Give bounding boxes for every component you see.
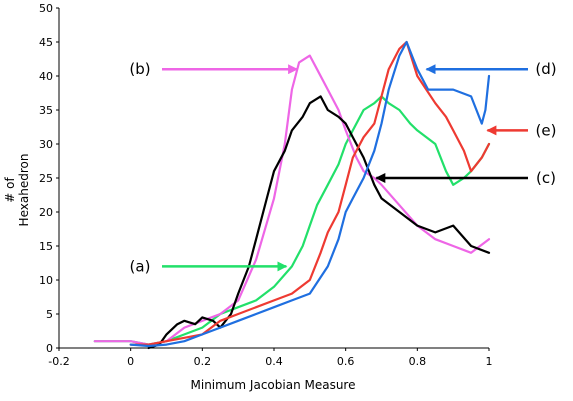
y-tick-label: 15 [39,240,53,253]
x-tick-label: 1 [486,355,493,368]
y-axis-title-line-2: Hexahedron [17,154,31,227]
y-tick-label: 35 [39,104,53,117]
y-tick-label: 50 [39,2,53,15]
annotation-label-a: (a) [130,257,151,275]
y-tick-label: 0 [46,342,53,355]
x-tick-label: 0.6 [337,355,355,368]
y-tick-label: 40 [39,70,53,83]
y-tick-label: 20 [39,206,53,219]
series-line-e [129,40,491,346]
series-line-c [147,95,491,350]
x-tick-label: 0.4 [265,355,283,368]
series-line-a [93,95,491,346]
y-tick-label: 5 [46,308,53,321]
y-tick-label: 10 [39,274,53,287]
y-axis-title-line-1: # of [3,177,17,203]
annotation-label-b: (b) [129,60,150,78]
y-tick-label: 30 [39,138,53,151]
annotation-label-c: (c) [536,169,556,187]
annotation-label-d: (d) [535,60,556,78]
x-tick-label: -0.2 [48,355,69,368]
y-tick-label: 45 [39,36,53,49]
y-tick-label: 25 [39,172,53,185]
x-tick-label: 0.2 [194,355,212,368]
x-axis-title: Minimum Jacobian Measure [191,378,356,392]
y-axis-title: # of Hexahedron [3,154,31,227]
annotation-label-e: (e) [536,121,557,139]
x-tick-label: 0 [127,355,134,368]
x-tick-label: 0.8 [409,355,427,368]
series-line-d [129,40,491,348]
